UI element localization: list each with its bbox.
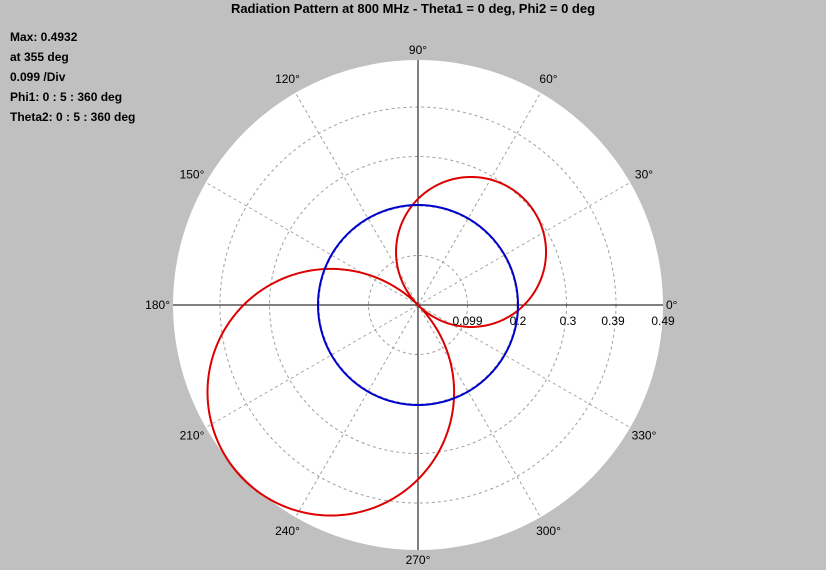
div-scale-text: 0.099 /Div — [10, 70, 66, 84]
phi-range-text: Phi1: 0 : 5 : 360 deg — [10, 90, 123, 104]
ring-label: 0.099 — [452, 314, 482, 328]
grid-spoke — [417, 92, 541, 306]
angle-label-120: 120° — [275, 72, 300, 86]
theta-range-text: Theta2: 0 : 5 : 360 deg — [10, 110, 136, 124]
angle-labels: 0° 30° 60° 90° 120° 150° 180° 210° 240° 270° 300° 3… — [145, 43, 678, 567]
series-1-curve — [206, 175, 548, 517]
info-panel: Max: 0.4932 at 355 deg 0.099 /Div Phi1: … — [10, 27, 135, 127]
angle-label-240: 240° — [275, 524, 300, 538]
series-2-curve — [316, 203, 520, 407]
grid-spokes — [205, 92, 631, 518]
angle-label-300: 300° — [536, 524, 561, 538]
chart-title: Radiation Pattern at 800 MHz - Theta1 = … — [230, 1, 596, 16]
angle-label-210: 210° — [180, 429, 205, 443]
angle-label-0: 0° — [666, 298, 678, 312]
max-angle-text: at 355 deg — [10, 50, 69, 64]
grid-spoke — [417, 182, 631, 306]
angle-label-270: 270° — [406, 553, 431, 567]
ring-label: 0.49 — [651, 314, 675, 328]
max-value-text: Max: 0.4932 — [10, 30, 78, 44]
grid-spoke — [417, 304, 541, 518]
ring-label: 0.39 — [601, 314, 625, 328]
grid-spoke — [205, 182, 419, 306]
angle-label-180: 180° — [145, 298, 170, 312]
grid-spoke — [295, 92, 419, 306]
grid-spoke — [295, 304, 419, 518]
series-layer — [206, 175, 548, 517]
angle-label-330: 330° — [632, 429, 657, 443]
ring-labels: 0.099 0.2 0.3 0.39 0.49 — [452, 314, 675, 328]
grid-spoke — [205, 304, 419, 428]
grid-spoke — [417, 304, 631, 428]
angle-label-60: 60° — [539, 72, 557, 86]
angle-label-90: 90° — [409, 43, 427, 57]
ring-label: 0.2 — [510, 314, 527, 328]
angle-label-30: 30° — [635, 168, 653, 182]
ring-label: 0.3 — [560, 314, 577, 328]
angle-label-150: 150° — [180, 168, 205, 182]
